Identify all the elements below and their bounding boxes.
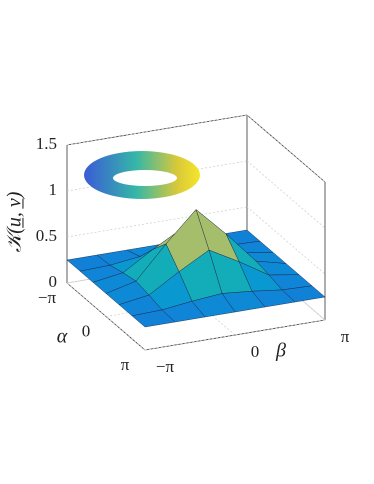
surface-patch bbox=[131, 309, 176, 328]
torus-hole bbox=[113, 170, 177, 186]
box-edge bbox=[66, 114, 248, 146]
z-axis-label: 𝒦(u̲, v̲) bbox=[4, 191, 26, 252]
box-edge bbox=[246, 114, 326, 183]
z-tick-label: 1.5 bbox=[36, 134, 57, 153]
surface bbox=[66, 208, 326, 328]
grid-line bbox=[66, 282, 146, 351]
grid-line bbox=[66, 114, 248, 146]
z-tick-label: 1 bbox=[49, 180, 58, 199]
y-axis-label: α bbox=[57, 326, 68, 348]
grid-line bbox=[246, 206, 326, 275]
grid-line bbox=[66, 206, 248, 238]
y-tick-label: −π bbox=[38, 288, 57, 307]
x-axis-label: β bbox=[275, 340, 286, 362]
z-tick-label: 0.5 bbox=[36, 226, 57, 245]
x-tick-label: −π bbox=[156, 357, 175, 376]
grid-line bbox=[144, 319, 326, 351]
y-tick-label: π bbox=[121, 355, 130, 374]
y-tick-label: 0 bbox=[82, 321, 91, 340]
grid-line bbox=[246, 114, 326, 183]
x-tick-label: π bbox=[341, 327, 350, 346]
grid-line bbox=[246, 160, 326, 229]
z-tick-label: 0 bbox=[49, 272, 58, 291]
grid-line bbox=[66, 160, 248, 192]
torus-inset bbox=[84, 151, 200, 199]
x-tick-label: 0 bbox=[251, 342, 260, 361]
